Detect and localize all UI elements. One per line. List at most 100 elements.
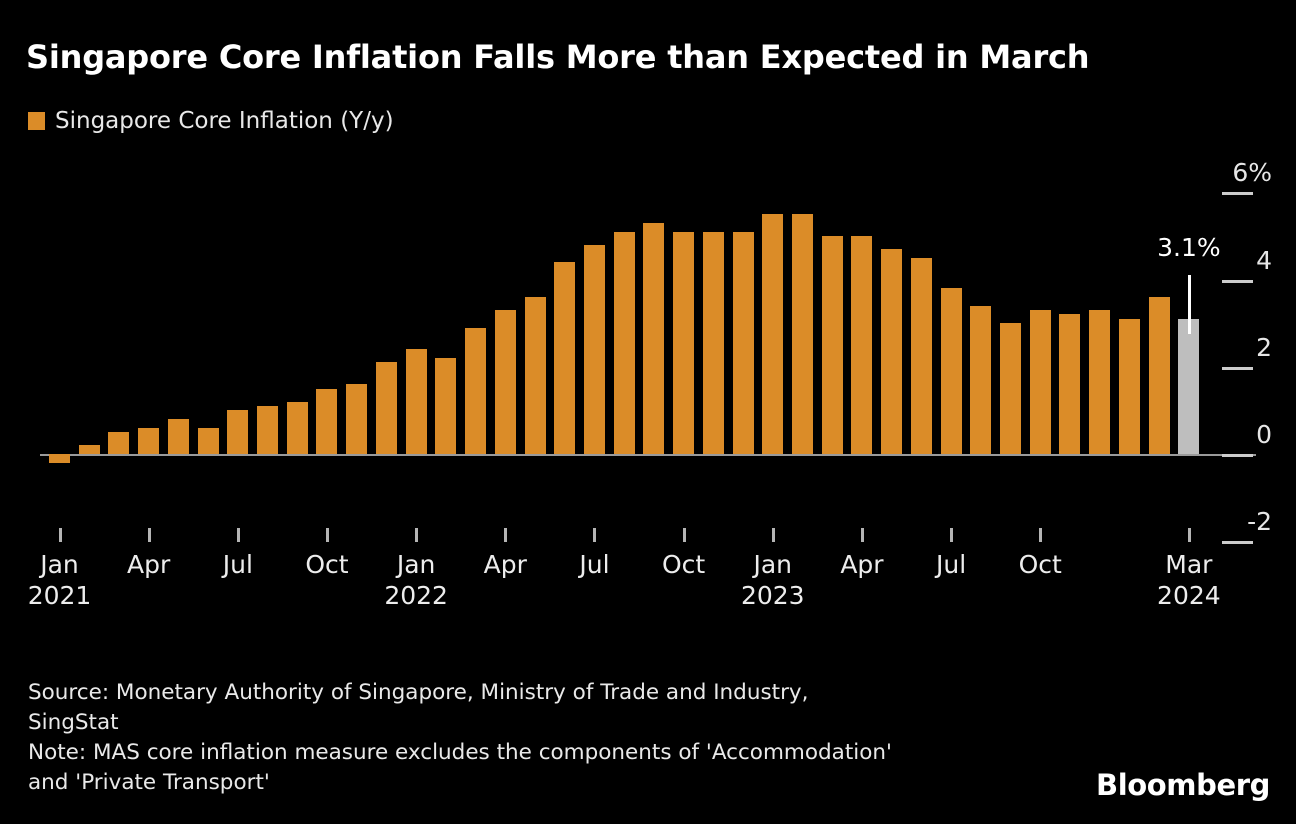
bar-jun-2022 <box>554 262 576 454</box>
x-label-month: Jan <box>753 550 793 579</box>
x-label-month: Jul <box>222 550 253 579</box>
bar-feb-2021 <box>78 445 100 454</box>
bloomberg-logo: Bloomberg <box>1096 768 1270 802</box>
x-tick-label-jul: Jul <box>223 550 253 579</box>
x-tick-label-jul: Jul <box>579 550 609 579</box>
x-label-month: Apr <box>483 550 527 579</box>
bar-jan-2021 <box>49 454 70 463</box>
forecast-marker-line <box>1187 275 1191 335</box>
chart-title: Singapore Core Inflation Falls More than… <box>26 38 1090 76</box>
bar-mar-2022 <box>465 327 487 454</box>
x-tick-label-apr: Apr <box>127 550 170 579</box>
x-label-month: Jul <box>936 550 967 579</box>
x-label-month: Oct <box>305 550 349 579</box>
x-tick-mark <box>236 528 240 542</box>
footer-notes: Source: Monetary Authority of Singapore,… <box>28 678 1058 798</box>
y-tick-dash <box>1222 366 1253 370</box>
x-tick-mark <box>682 528 686 542</box>
y-tick-label: 6% <box>1232 158 1272 188</box>
bar-mar-2024 <box>1178 318 1200 454</box>
y-tick-label: 0 <box>1256 420 1272 449</box>
x-label-year: 2022 <box>384 581 448 610</box>
bar-mar-2021 <box>108 432 130 454</box>
note-line-2: and 'Private Transport' <box>28 770 270 795</box>
legend-swatch-icon <box>28 112 45 130</box>
y-axis: 6% 4 2 0 -2 <box>1216 0 1296 824</box>
source-line-2: SingStat <box>28 710 119 735</box>
zero-baseline <box>40 454 1256 456</box>
bar-oct-2021 <box>316 388 338 454</box>
bar-sep-2021 <box>286 401 308 454</box>
legend-label: Singapore Core Inflation (Y/y) <box>55 108 394 134</box>
bar-nov-2021 <box>346 384 368 454</box>
x-tick-mark <box>1039 528 1043 542</box>
x-tick-mark <box>950 528 954 542</box>
bar-jan-2022 <box>405 349 427 454</box>
plot-area: 3.1% <box>40 160 1256 560</box>
bar-feb-2024 <box>1148 297 1170 454</box>
x-tick-mark <box>504 528 508 542</box>
x-tick-label-mar-2024: Mar 2024 <box>1157 550 1221 610</box>
x-tick-mark <box>325 528 329 542</box>
x-label-month: Apr <box>840 550 884 579</box>
x-tick-label-jan-2021: Jan 2021 <box>28 550 92 610</box>
bar-apr-2022 <box>494 310 516 454</box>
bar-dec-2023 <box>1089 310 1111 454</box>
x-label-month: Apr <box>127 550 171 579</box>
bar-jul-2021 <box>227 410 249 454</box>
x-label-month: Jan <box>40 550 79 579</box>
bar-jun-2021 <box>197 427 219 454</box>
bar-aug-2023 <box>970 305 992 454</box>
bar-feb-2022 <box>435 358 457 454</box>
x-label-month: Oct <box>661 550 706 579</box>
x-label-year: 2023 <box>740 581 805 610</box>
x-label-month: Jul <box>579 550 610 579</box>
bar-oct-2023 <box>1029 310 1051 454</box>
x-label-year: 2021 <box>27 581 92 610</box>
y-tick-dash <box>1222 279 1253 283</box>
bar-sep-2022 <box>643 222 665 454</box>
x-tick-mark <box>771 528 775 542</box>
bar-jun-2023 <box>910 257 932 454</box>
bar-aug-2021 <box>257 406 279 454</box>
x-tick-label-apr: Apr <box>484 550 527 579</box>
bar-aug-2022 <box>613 231 635 454</box>
x-label-year: 2024 <box>1157 581 1221 610</box>
bar-dec-2022 <box>732 231 754 454</box>
x-tick-label-jan-2022: Jan 2022 <box>384 550 448 610</box>
bar-may-2022 <box>524 297 546 454</box>
bar-dec-2021 <box>375 362 397 454</box>
bar-nov-2023 <box>1059 314 1081 454</box>
x-tick-mark <box>1187 528 1191 542</box>
note-line-1: Note: MAS core inflation measure exclude… <box>28 740 892 765</box>
x-axis: Jan 2021 Apr Jul Oct Jan 2022 Apr Jul Oct Jan 2023 A… <box>0 528 1296 658</box>
x-tick-label-apr: Apr <box>840 550 883 579</box>
bar-nov-2022 <box>702 231 724 454</box>
x-label-month: Oct <box>1018 550 1062 579</box>
x-tick-label-jul: Jul <box>936 550 966 579</box>
bar-oct-2022 <box>673 231 695 454</box>
bar-jan-2023 <box>762 214 784 454</box>
x-tick-mark <box>415 528 419 542</box>
forecast-value-label: 3.1% <box>1157 233 1221 263</box>
bars-layer: 3.1% <box>40 160 1256 560</box>
chart-legend: Singapore Core Inflation (Y/y) <box>28 108 394 134</box>
x-tick-label-oct: Oct <box>662 550 705 579</box>
bar-jul-2023 <box>940 288 962 454</box>
bar-jan-2024 <box>1118 318 1140 454</box>
bar-may-2023 <box>881 249 903 454</box>
bar-jul-2022 <box>583 244 605 454</box>
bar-feb-2023 <box>792 214 813 454</box>
bar-sep-2023 <box>1000 323 1022 454</box>
x-tick-mark <box>593 528 597 542</box>
x-tick-label-jan-2023: Jan 2023 <box>741 550 805 610</box>
x-label-month: Jan <box>396 550 436 579</box>
x-tick-label-oct: Oct <box>305 550 348 579</box>
x-tick-mark <box>860 528 864 542</box>
bar-apr-2021 <box>138 427 160 454</box>
x-label-month: Mar <box>1165 550 1213 579</box>
y-tick-label: 2 <box>1256 332 1272 362</box>
bar-mar-2023 <box>821 236 843 454</box>
y-tick-dash <box>1222 192 1253 196</box>
